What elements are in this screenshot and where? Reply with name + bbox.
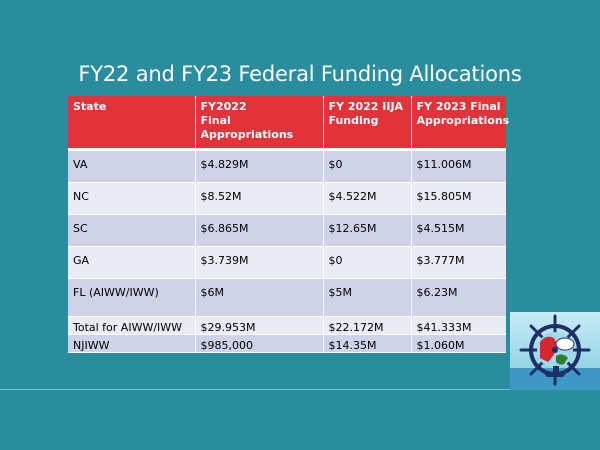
cell-fy2023: $1.060M (411, 334, 506, 353)
cell-iija: $5M (323, 278, 412, 317)
cell-state: FL (AIWW/IWW) (68, 278, 196, 317)
cell-fy2022: $6.865M (195, 214, 324, 247)
cell-iija: $14.35M (323, 334, 412, 353)
ship-wheel-logo-icon (510, 312, 600, 390)
cell-fy2022: $8.52M (195, 182, 324, 215)
header-iija: FY 2022 IIJA Funding (323, 96, 412, 151)
table-row: GA $3.739M $0 $3.777M (68, 246, 506, 279)
table-row: NJIWW $985,000 $14.35M $1.060M (68, 334, 506, 353)
cell-fy2023: $3.777M (411, 246, 506, 279)
cell-fy2022: $29.953M (195, 316, 324, 335)
table-row: FL (AIWW/IWW) $6M $5M $6.23M (68, 278, 506, 317)
header-fy2022: FY2022 Final Appropriations (195, 96, 324, 151)
header-state: State (68, 96, 196, 151)
table-row: NC $8.52M $4.522M $15.805M (68, 182, 506, 215)
cell-state: NC (68, 182, 196, 215)
cell-fy2023: $4.515M (411, 214, 506, 247)
cell-iija: $12.65M (323, 214, 412, 247)
cell-iija: $0 (323, 246, 412, 279)
cell-fy2022: $6M (195, 278, 324, 317)
cell-state: Total for AIWW/IWW (68, 316, 196, 335)
cell-fy2023: $15.805M (411, 182, 506, 215)
table-row: SC $6.865M $12.65M $4.515M (68, 214, 506, 247)
cell-fy2023: $41.333M (411, 316, 506, 335)
cell-state: GA (68, 246, 196, 279)
cell-state: NJIWW (68, 334, 196, 353)
cell-iija: $22.172M (323, 316, 412, 335)
cell-fy2023: $6.23M (411, 278, 506, 317)
cell-state: VA (68, 149, 196, 183)
cell-fy2023: $11.006M (411, 149, 506, 183)
header-fy2023: FY 2023 Final Appropriations (411, 96, 509, 151)
table-row: Total for AIWW/IWW $29.953M $22.172M $41… (68, 316, 506, 335)
cell-iija: $4.522M (323, 182, 412, 215)
table-header-row: State FY2022 Final Appropriations FY 2022… (68, 96, 509, 151)
slide-title: FY22 and FY23 Federal Funding Allocation… (78, 62, 522, 86)
cell-fy2022: $4.829M (195, 149, 324, 183)
cell-fy2022: $3.739M (195, 246, 324, 279)
funding-table: State FY2022 Final Appropriations FY 2022… (68, 96, 509, 353)
cell-iija: $0 (323, 149, 412, 183)
cell-state: SC (68, 214, 196, 247)
divider-line (0, 389, 600, 390)
table-row: VA $4.829M $0 $11.006M (68, 149, 506, 183)
cell-fy2022: $985,000 (195, 334, 324, 353)
